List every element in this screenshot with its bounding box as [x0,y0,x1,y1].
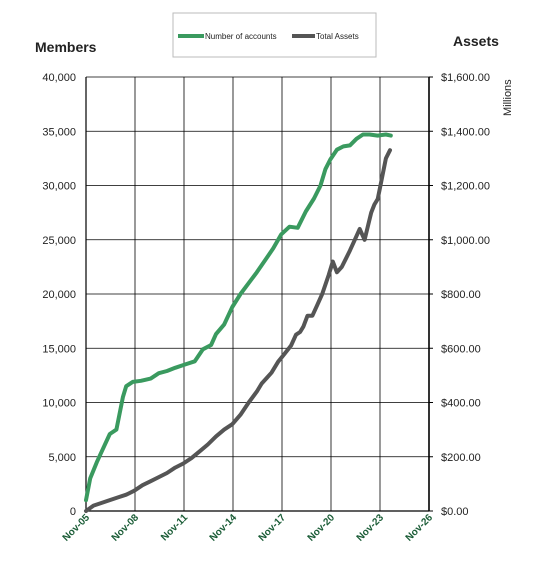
gridlines [85,76,430,512]
series-layer [84,132,393,513]
left-tick-label: 10,000 [42,398,76,410]
x-tick-label: Nov-17 [257,512,289,544]
right-tick-label: $600.00 [441,343,481,355]
legend: Number of accounts Total Assets [172,12,377,58]
right-tick-label: $1,200.00 [441,181,490,193]
right-tick-label: $1,400.00 [441,126,490,138]
axes [85,76,433,512]
left-tick-label: 20,000 [42,289,76,301]
right-axis-title: Assets [453,33,499,49]
x-tick-label: Nov-26 [404,512,436,544]
right-tick-label: $400.00 [441,398,481,410]
left-tick-label: 30,000 [42,181,76,193]
x-tick-label: Nov-23 [355,512,387,544]
series-line-accounts [84,132,393,503]
x-tick-label: Nov-20 [306,512,338,544]
x-tick-label: Nov-05 [61,512,93,544]
left-tick-label: 40,000 [42,72,76,84]
tick-labels: 0 $0.00 5,000 $200.00 10,000 $400.00 15,000 $60… [42,72,490,544]
legend-box [172,12,377,58]
series-line-assets [84,148,392,513]
right-tick-label: $0.00 [441,506,469,518]
x-tick-label: Nov-11 [159,512,190,543]
right-tick-label: $200.00 [441,452,481,464]
right-tick-label: $1,000.00 [441,235,490,247]
right-axis-unit-label: Millions [502,79,514,116]
left-tick-label: 0 [70,506,76,518]
left-tick-label: 35,000 [42,126,76,138]
legend-label-accounts: Number of accounts [205,32,277,41]
right-tick-label: $1,600.00 [441,72,490,84]
x-tick-label: Nov-08 [110,512,142,544]
left-axis-title: Members [35,39,97,55]
legend-label-assets: Total Assets [316,32,359,41]
left-tick-label: 25,000 [42,235,76,247]
right-tick-label: $800.00 [441,289,481,301]
left-tick-label: 5,000 [48,452,76,464]
left-tick-label: 15,000 [42,343,76,355]
x-tick-label: Nov-14 [208,512,240,544]
